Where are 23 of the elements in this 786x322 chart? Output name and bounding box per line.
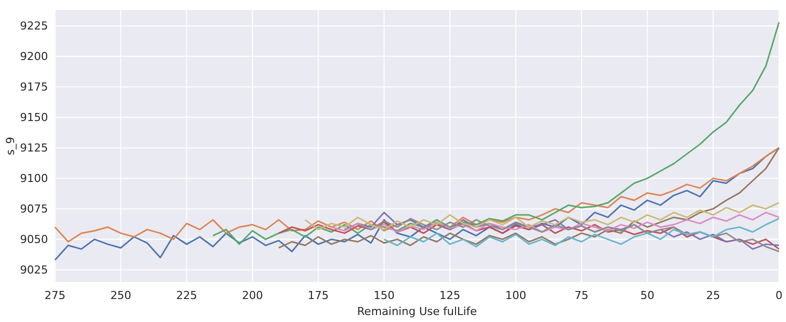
x-tick-label: 250 [110,289,132,302]
x-tick-label: 150 [374,289,395,302]
x-tick-label: 200 [242,289,263,302]
y-tick-label: 9125 [20,142,48,155]
x-tick-label: 175 [308,289,329,302]
x-tick-label: 75 [574,289,589,302]
y-tick-label: 9175 [20,80,48,94]
y-tick-label: 9025 [20,264,48,277]
x-tick-label: 0 [776,289,782,302]
x-tick-label: 125 [439,289,460,302]
x-tick-label: 275 [44,289,66,302]
x-tick-label: 25 [706,289,720,302]
y-tick-label: 9150 [20,111,48,124]
x-tick-label: 50 [640,289,654,302]
y-tick-label: 9225 [20,20,48,33]
y-tick-label: 9050 [20,233,48,246]
x-tick-label: 100 [505,289,526,302]
y-axis-title: s_9 [4,136,17,156]
y-tick-label: 9200 [20,50,48,64]
x-tick-label: 225 [176,289,198,302]
y-tick-label: 9100 [20,172,48,186]
y-tick-label: 9075 [20,202,48,216]
x-axis-title: Remaining Use fulLife [357,305,478,318]
